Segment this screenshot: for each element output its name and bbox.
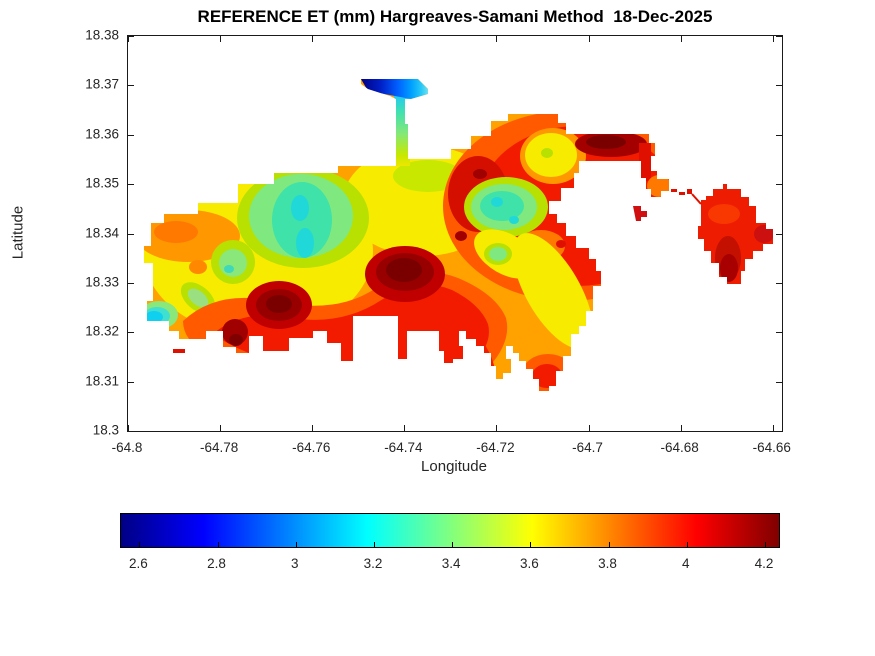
y-tick-mark	[776, 85, 782, 87]
colorbar-tick-mark	[217, 542, 219, 547]
x-tick-mark	[220, 425, 222, 431]
island-contour-fills	[144, 79, 773, 391]
colorbar-tick-mark	[686, 542, 688, 547]
x-tick-mark	[404, 425, 406, 431]
x-tick-mark	[128, 425, 129, 431]
y-tick-label: 18.32	[85, 323, 119, 339]
colorbar-tick-label: 2.6	[128, 556, 148, 571]
x-tick-label: -64.78	[199, 440, 239, 455]
northeast-yellow-patch	[520, 128, 586, 184]
offshore-islets	[173, 189, 702, 353]
west-central-cool-basin	[237, 168, 369, 268]
y-tick-label: 18.3	[92, 422, 119, 438]
colorbar-tick-mark	[373, 542, 375, 547]
colorbar-tick-label: 3.8	[598, 556, 617, 571]
y-tick-label: 18.37	[85, 76, 119, 92]
x-tick-mark	[220, 36, 222, 42]
y-tick-mark	[128, 134, 134, 136]
y-tick-label: 18.33	[85, 274, 119, 290]
x-tick-mark	[680, 425, 682, 431]
y-tick-mark	[128, 233, 134, 235]
x-tick-label: -64.68	[660, 440, 699, 455]
x-tick-mark	[588, 425, 590, 431]
colorbar-tick-mark	[139, 542, 141, 547]
colorbar-tick-mark	[452, 542, 454, 547]
x-tick-label: -64.8	[111, 440, 143, 455]
y-tick-mark	[776, 184, 782, 186]
y-tick-mark	[128, 184, 134, 186]
x-tick-mark	[404, 36, 406, 42]
plot-area	[127, 35, 783, 432]
x-tick-mark	[312, 36, 314, 42]
x-tick-label: -64.76	[292, 440, 331, 455]
x-tick-mark	[588, 36, 590, 42]
east-lobe	[698, 184, 773, 284]
y-tick-mark	[128, 381, 134, 383]
x-tick-mark	[128, 36, 129, 42]
x-axis-label: Longitude	[421, 458, 487, 475]
x-tick-label: -64.66	[752, 440, 791, 455]
x-tick-mark	[496, 36, 498, 42]
y-tick-mark	[776, 36, 782, 37]
colorbar-tick-label: 4.2	[754, 556, 774, 571]
colorbar-tick-mark	[530, 542, 532, 547]
y-tick-label: 18.38	[85, 27, 119, 43]
y-tick-mark	[776, 381, 782, 383]
y-tick-label: 18.35	[85, 175, 119, 191]
y-tick-mark	[128, 282, 134, 284]
x-tick-mark	[772, 36, 774, 42]
colorbar-tick-label: 3.4	[441, 556, 461, 571]
x-tick-mark	[680, 36, 682, 42]
y-tick-label: 18.31	[85, 373, 119, 389]
y-tick-label: 18.36	[85, 126, 119, 142]
colorbar-tick-mark	[608, 542, 610, 547]
colorbar	[120, 513, 780, 548]
x-tick-label: -64.7	[572, 440, 603, 455]
colorbar-tick-label: 4	[682, 556, 690, 571]
north-peninsula	[361, 79, 428, 166]
colorbar-tick-mark	[295, 542, 297, 547]
x-tick-label: -64.74	[384, 440, 423, 455]
chart-title: REFERENCE ET (mm) Hargreaves-Samani Meth…	[197, 7, 713, 26]
y-tick-label: 18.34	[85, 225, 119, 240]
x-tick-mark	[772, 425, 774, 431]
y-tick-mark	[776, 332, 782, 334]
colorbar-tick-label: 3.2	[363, 556, 383, 571]
y-tick-mark	[776, 233, 782, 235]
colorbar-tick-mark	[764, 542, 766, 547]
y-axis-label: Latitude	[9, 205, 27, 260]
y-tick-mark	[128, 36, 134, 37]
x-tick-mark	[496, 425, 498, 431]
y-tick-mark	[128, 332, 134, 334]
y-tick-mark	[776, 431, 782, 432]
y-tick-mark	[128, 431, 134, 432]
y-tick-mark	[776, 282, 782, 284]
x-tick-label: -64.72	[476, 440, 515, 455]
colorbar-tick-label: 2.8	[207, 556, 226, 571]
second-cool-basin	[464, 177, 548, 237]
y-tick-mark	[776, 134, 782, 136]
colorbar-tick-label: 3	[291, 556, 299, 571]
y-tick-mark	[128, 85, 134, 87]
northeast-maroon-ridge	[575, 131, 671, 197]
colorbar-tick-label: 3.6	[519, 556, 539, 571]
x-tick-mark	[312, 425, 314, 431]
contour-map-svg	[144, 79, 773, 391]
